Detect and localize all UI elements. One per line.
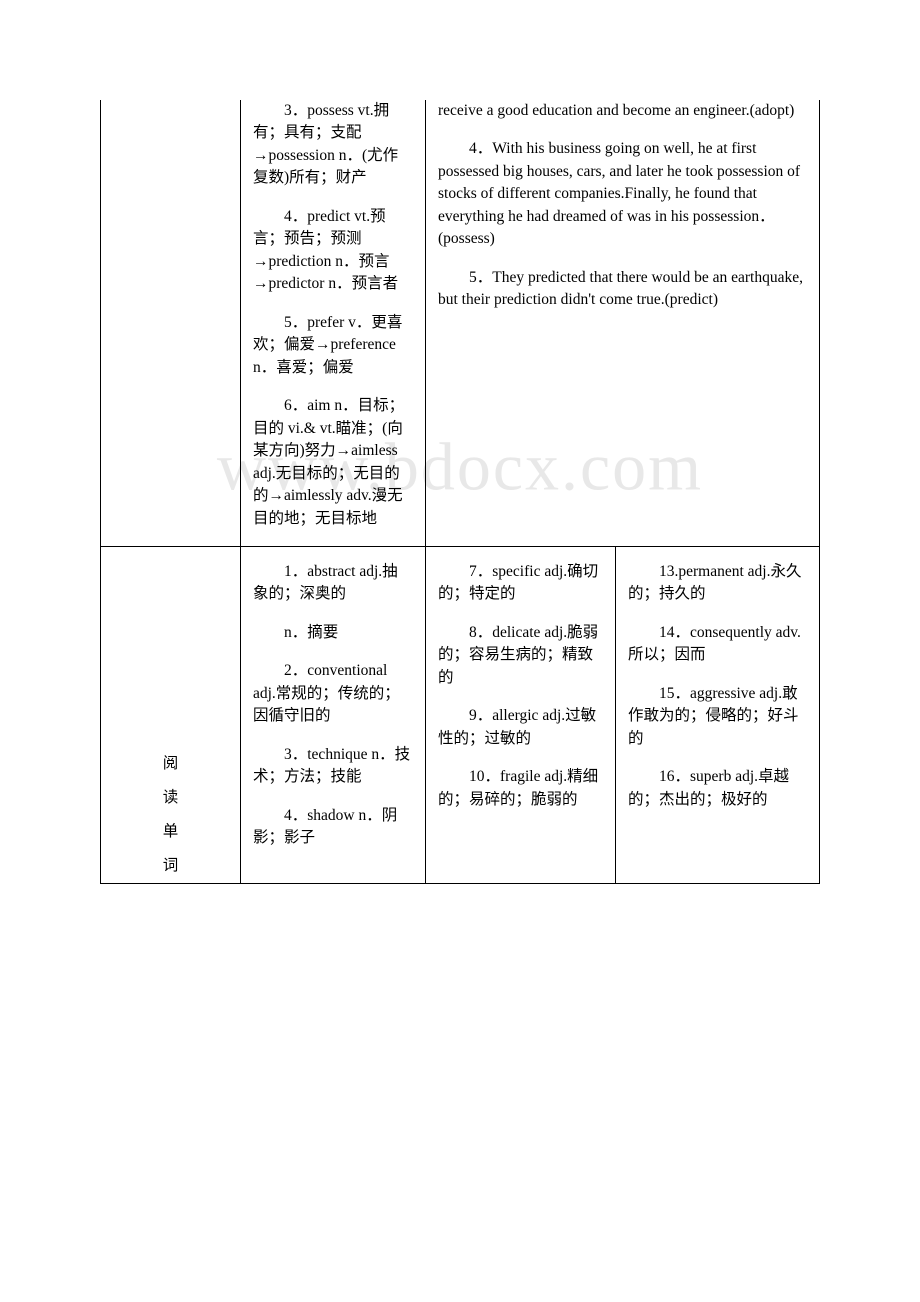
row2-vocab-cell-2: 7．specific adj.确切的；特定的 8．delicate adj.脆弱…: [426, 546, 616, 883]
vocab-entry: 8．delicate adj.脆弱的；容易生病的；精致的: [438, 622, 603, 689]
label-char: 读: [101, 781, 240, 815]
vocabulary-table: 3．possess vt.拥有；具有；支配→possession n．(尤作复数…: [100, 100, 820, 884]
row2-vocab-cell-1: 1．abstract adj.抽象的；深奥的 n．摘要 2．convention…: [241, 546, 426, 883]
row2-label-cell: 阅 读 单 词: [101, 546, 241, 883]
vocab-entry: 3．possess vt.拥有；具有；支配→possession n．(尤作复数…: [253, 100, 413, 190]
vocab-entry: 15．aggressive adj.敢作敢为的；侵略的；好斗的: [628, 683, 807, 750]
vocab-entry: 6．aim n．目标；目的 vi.& vt.瞄准；(向某方向)努力→aimles…: [253, 395, 413, 530]
example-sentence: receive a good education and become an e…: [438, 100, 807, 122]
vocab-entry: 5．prefer v．更喜欢；偏爱→preference n．喜爱；偏爱: [253, 312, 413, 379]
section-label: 阅 读 单 词: [101, 747, 240, 883]
row1-vocab-cell: 3．possess vt.拥有；具有；支配→possession n．(尤作复数…: [241, 100, 426, 546]
row2-vocab-cell-3: 13.permanent adj.永久的；持久的 14．consequently…: [616, 546, 820, 883]
table-row: 3．possess vt.拥有；具有；支配→possession n．(尤作复数…: [101, 100, 820, 546]
example-sentence: 4．With his business going on well, he at…: [438, 138, 807, 250]
vocab-entry: 14．consequently adv.所以；因而: [628, 622, 807, 667]
vocab-entry: 3．technique n．技术；方法；技能: [253, 744, 413, 789]
row1-label-cell: [101, 100, 241, 546]
table-row: 阅 读 单 词 1．abstract adj.抽象的；深奥的 n．摘要 2．co…: [101, 546, 820, 883]
vocab-entry: 1．abstract adj.抽象的；深奥的: [253, 561, 413, 606]
vocab-entry: n．摘要: [253, 622, 413, 644]
example-sentence: 5．They predicted that there would be an …: [438, 267, 807, 312]
vocab-entry: 13.permanent adj.永久的；持久的: [628, 561, 807, 606]
vocab-entry: 9．allergic adj.过敏性的；过敏的: [438, 705, 603, 750]
label-char: 阅: [101, 747, 240, 781]
vocab-entry: 10．fragile adj.精细的；易碎的；脆弱的: [438, 766, 603, 811]
vocab-entry: 2．conventional adj.常规的；传统的；因循守旧的: [253, 660, 413, 727]
label-char: 词: [101, 849, 240, 883]
vocab-entry: 7．specific adj.确切的；特定的: [438, 561, 603, 606]
vocab-entry: 4．shadow n．阴影；影子: [253, 805, 413, 850]
vocab-entry: 16．superb adj.卓越的；杰出的；极好的: [628, 766, 807, 811]
vocab-entry: 4．predict vt.预言；预告；预测→prediction n．预言→pr…: [253, 206, 413, 296]
label-char: 单: [101, 815, 240, 849]
row1-example-cell: receive a good education and become an e…: [426, 100, 820, 546]
